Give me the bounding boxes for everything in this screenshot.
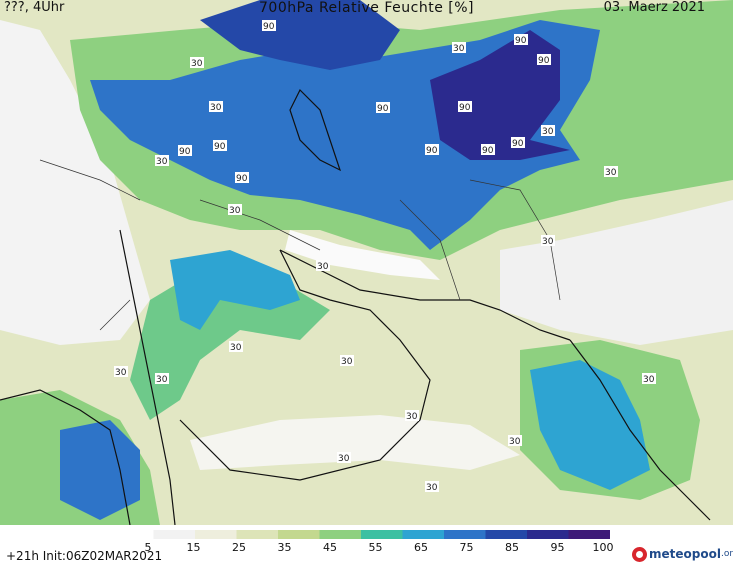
coastline-iran: [279, 249, 571, 341]
border-5: [99, 299, 131, 331]
valid-date: 03. Maerz 2021: [603, 0, 705, 15]
border-3: [469, 179, 561, 301]
contour-label: 30: [542, 237, 554, 247]
humid-max-east: [430, 30, 570, 160]
contour-label: 90: [263, 22, 275, 32]
map-title: 700hPa Relative Feuchte [%]: [259, 0, 474, 16]
init-time-label: +21h Init:06Z02MAR2021: [6, 549, 163, 563]
contour-label: 30: [338, 454, 350, 464]
legend-swatch: [444, 530, 486, 539]
contour-label: 30: [406, 412, 418, 422]
legend-label: 15: [186, 541, 201, 554]
contour-label: 90: [377, 104, 389, 114]
contour-label: 90: [515, 36, 527, 46]
contour-label: 30: [453, 44, 465, 54]
legend-label: 35: [277, 541, 292, 554]
color-legend-bar: [112, 530, 610, 539]
legend-label: 95: [550, 541, 565, 554]
dry-region-east: [500, 200, 733, 345]
humid-max-north: [200, 0, 400, 70]
contour-label: 90: [538, 56, 550, 66]
legend-label: 85: [505, 541, 519, 554]
legend-label: 100: [592, 541, 614, 554]
contour-label: 30: [509, 437, 521, 447]
legend-swatch: [568, 530, 610, 539]
contour-label: 30: [542, 127, 554, 137]
legend-label: 75: [459, 541, 474, 554]
legend-label: 65: [414, 541, 428, 554]
contour-label: 90: [179, 147, 191, 157]
contour-label: 30: [341, 357, 353, 367]
legend-label: 25: [232, 541, 246, 554]
legend-swatch: [319, 530, 362, 539]
contour-label: 90: [426, 146, 438, 156]
contour-label: 90: [459, 103, 471, 113]
contour-label: 30: [643, 375, 655, 385]
contour-label: 30: [156, 375, 168, 385]
coastline-arabia: [179, 249, 431, 481]
legend-swatch: [527, 530, 569, 539]
coastline-africa: [0, 389, 131, 525]
logo-tld: .org: [720, 549, 733, 559]
dry-band-central: [285, 230, 440, 280]
contour-label: 30: [605, 168, 617, 178]
dry-band-south: [190, 415, 520, 470]
contour-label: 90: [214, 142, 226, 152]
coastline-caspian: [289, 88, 342, 172]
legend-swatch: [361, 530, 403, 539]
contour-label: 30: [115, 368, 127, 378]
legend-swatch: [153, 530, 196, 539]
contour-label: 30: [229, 206, 241, 216]
coastline-red-sea: [119, 229, 176, 525]
humid-core-gulf: [170, 250, 300, 330]
contour-label: 30: [210, 103, 222, 113]
contour-label: 30: [156, 157, 168, 167]
border-1: [199, 199, 321, 251]
border-2: [399, 199, 461, 301]
coastline-india: [569, 339, 711, 521]
humid-core-africa: [60, 420, 140, 520]
legend-swatch: [112, 530, 154, 539]
legend-swatch: [402, 530, 445, 539]
dry-region-west: [0, 20, 150, 345]
border-4: [39, 159, 141, 201]
model-run-label: ???, 4Uhr: [4, 0, 65, 15]
logo-text: meteopool: [649, 547, 721, 561]
legend-label: 55: [368, 541, 383, 554]
contour-label: 30: [426, 483, 438, 493]
contour-label: 30: [317, 262, 329, 272]
humidity-map: 90 90 90 90 90 90 90 90 90 90 90 30 30 3…: [0, 0, 733, 525]
contour-label: 90: [512, 139, 524, 149]
legend-swatch: [485, 530, 528, 539]
logo-icon: [632, 546, 647, 562]
contour-label: 30: [191, 59, 203, 69]
humid-core-india: [530, 360, 650, 490]
contour-label: 90: [236, 174, 248, 184]
legend-label: 45: [323, 541, 337, 554]
contour-label: 30: [230, 343, 242, 353]
contour-label: 90: [482, 146, 494, 156]
legend-swatch: [278, 530, 320, 539]
legend-label: 5: [144, 541, 152, 554]
meteopool-logo[interactable]: meteopool .org: [632, 545, 733, 563]
legend-swatch: [195, 530, 237, 539]
legend-swatch: [236, 530, 279, 539]
